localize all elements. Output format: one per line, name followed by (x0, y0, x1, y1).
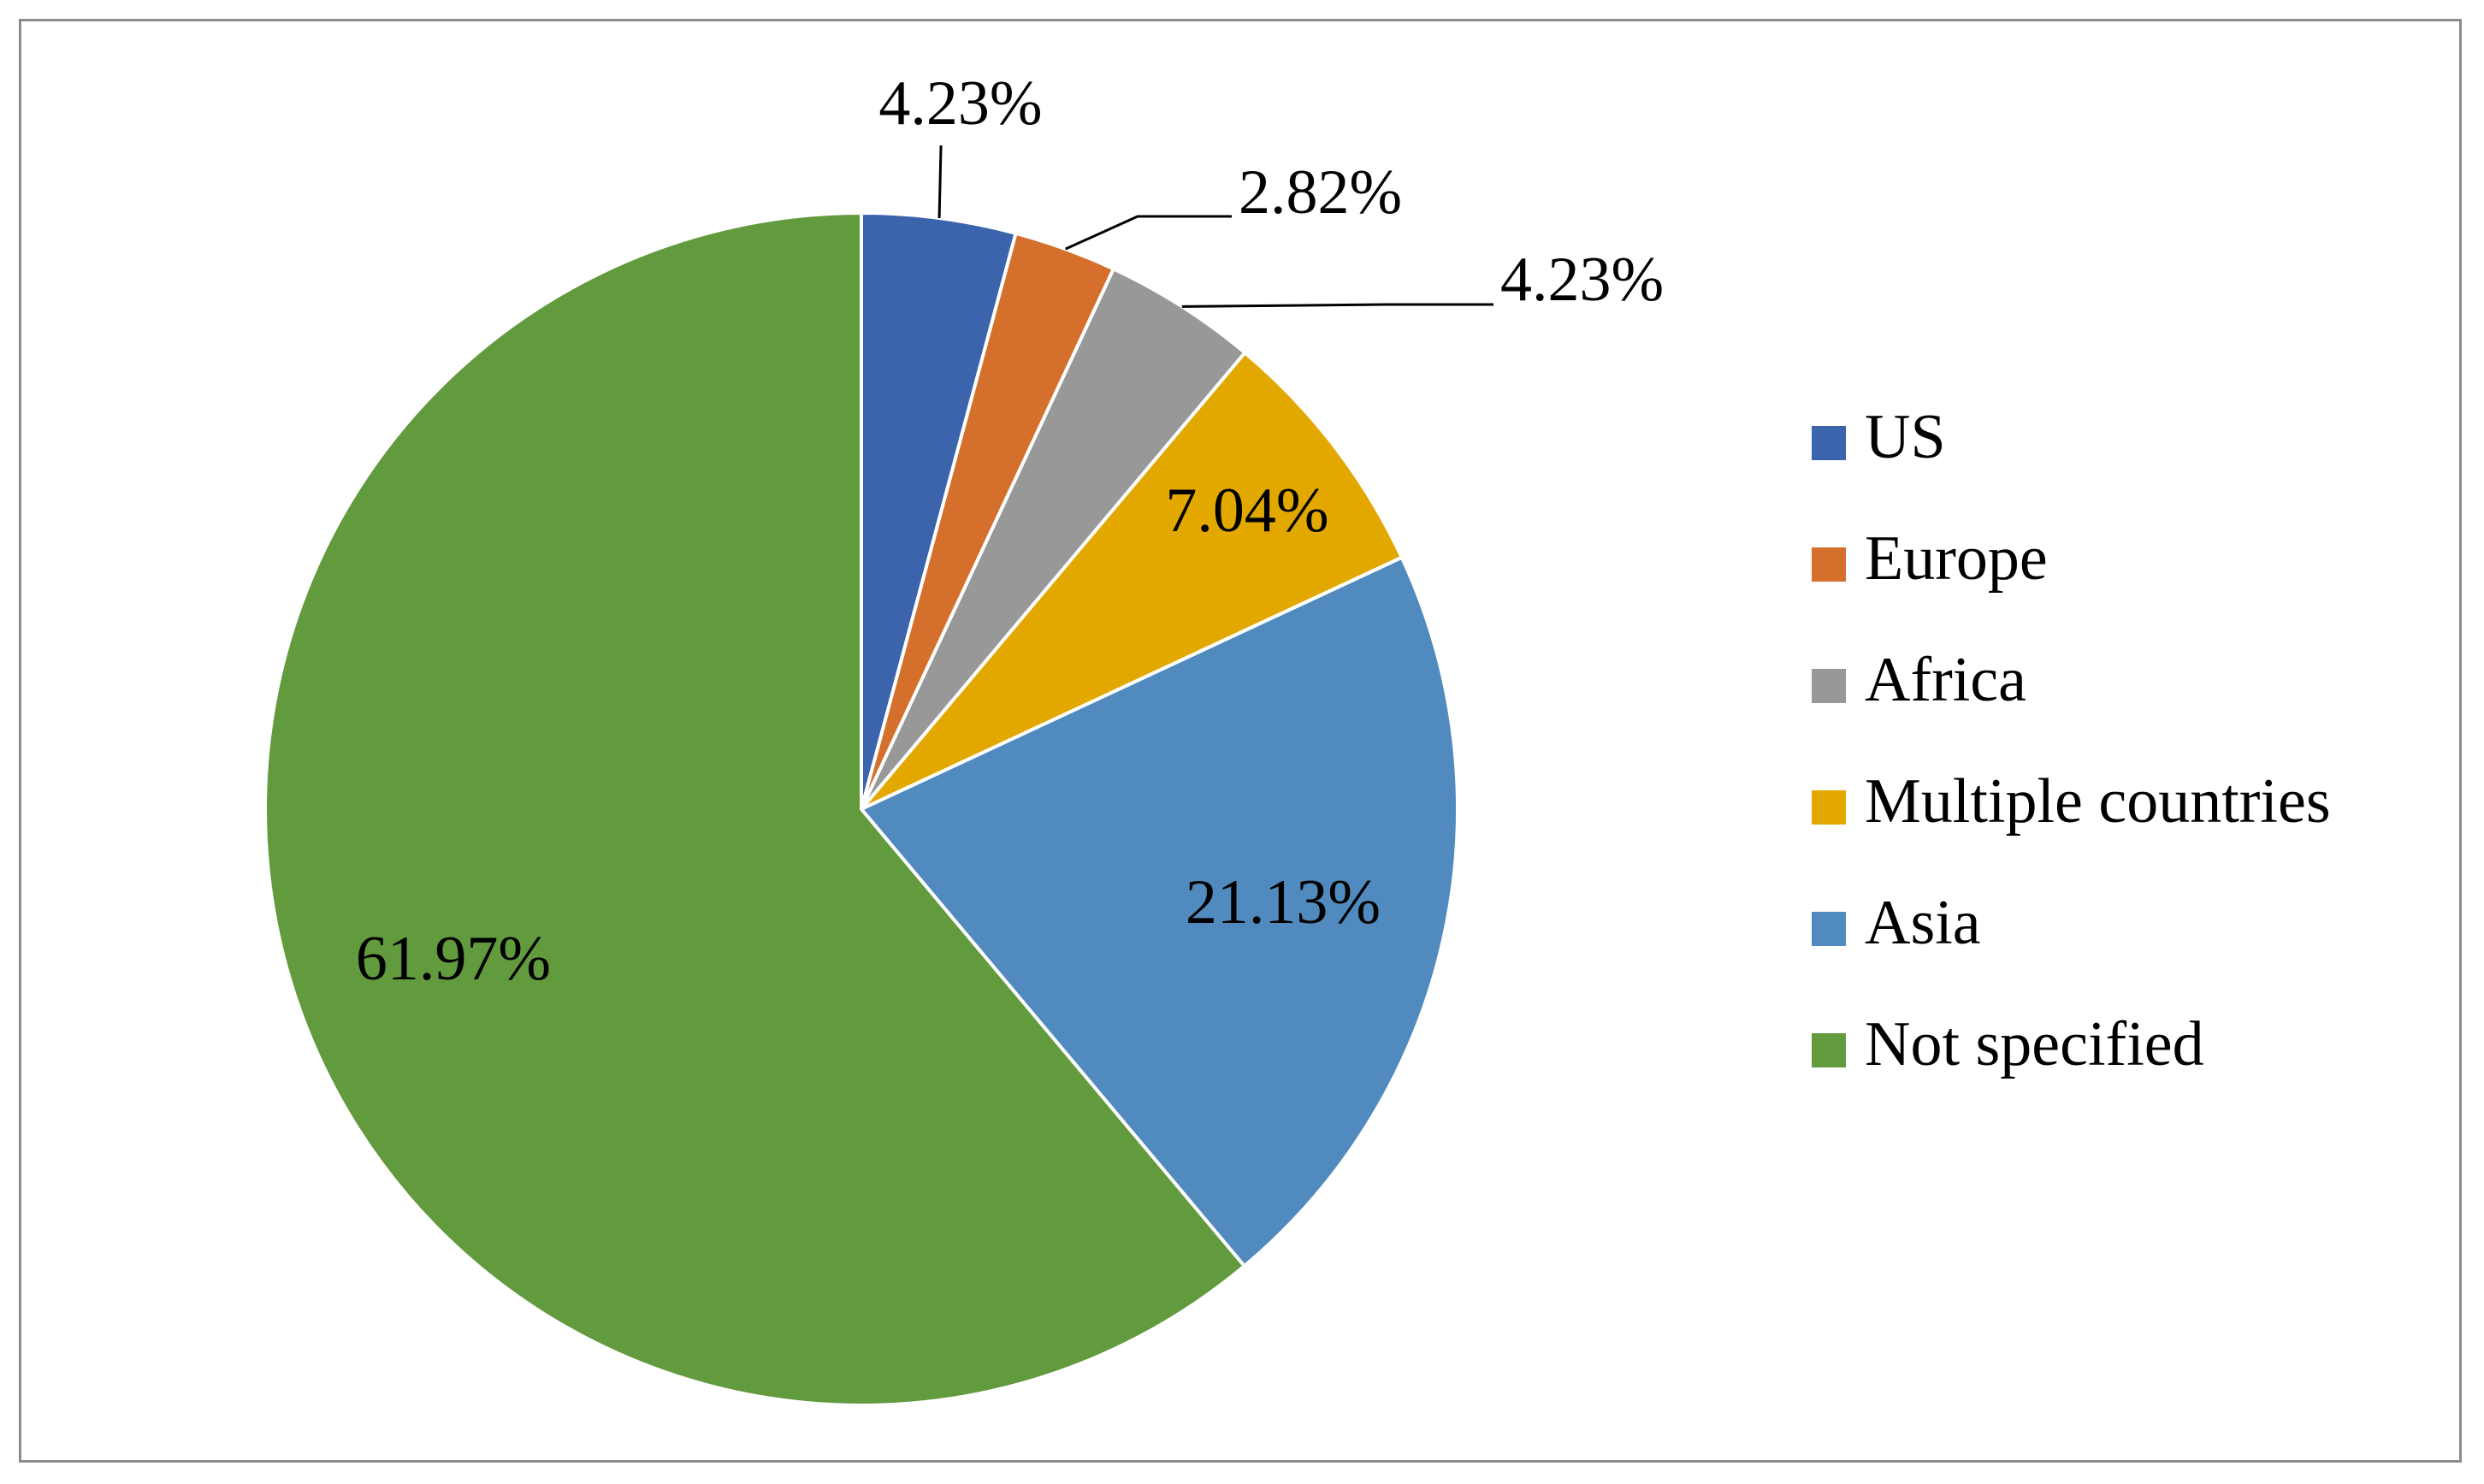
legend-label: Europe (1865, 523, 2048, 594)
legend-label: Multiple countries (1865, 766, 2331, 837)
slice-labels: 4.23% 2.82% 4.23% 7.04% 21.13% 61.97% (356, 68, 1664, 994)
legend-label: US (1865, 402, 1946, 472)
slice-label-us: 4.23% (878, 68, 1042, 139)
legend-swatch (1812, 912, 1846, 946)
legend-swatch (1812, 790, 1846, 825)
leader-line-africa (1181, 303, 1493, 308)
pie-slice-asia (860, 555, 1459, 1268)
slice-label-europe: 2.82% (1239, 157, 1402, 228)
legend-item-not-specified: Not specified (1812, 1009, 2204, 1079)
legend-swatch (1812, 547, 1846, 582)
slice-label-asia: 21.13% (1186, 867, 1381, 937)
legend-swatch (1812, 1033, 1846, 1067)
legend-item-africa: Africa (1812, 645, 2026, 715)
legend-label: Not specified (1865, 1009, 2204, 1079)
legend-label: Asia (1865, 888, 1981, 958)
slice-label-multiple-countries: 7.04% (1165, 476, 1328, 546)
legend-item-multiple-countries: Multiple countries (1812, 766, 2331, 837)
slice-label-not-specified: 61.97% (356, 924, 551, 994)
slice-label-africa: 4.23% (1500, 245, 1664, 315)
pie-slice-africa (860, 267, 1247, 811)
legend-swatch (1812, 426, 1846, 460)
legend-swatch (1812, 669, 1846, 703)
pie-slice-multiple-countries (860, 351, 1404, 811)
legend: US Europe Africa Multiple countries Asia Not … (1812, 402, 2331, 1079)
pie-slices (263, 211, 1459, 1407)
legend-item-asia: Asia (1812, 888, 1981, 958)
leader-line-europe (1064, 215, 1232, 251)
leader-line-us (937, 145, 943, 219)
legend-label: Africa (1865, 645, 2026, 715)
legend-item-us: US (1812, 402, 1946, 472)
legend-item-europe: Europe (1812, 523, 2048, 594)
pie-slice-not-specified (263, 211, 1246, 1407)
leader-lines (937, 145, 1493, 308)
